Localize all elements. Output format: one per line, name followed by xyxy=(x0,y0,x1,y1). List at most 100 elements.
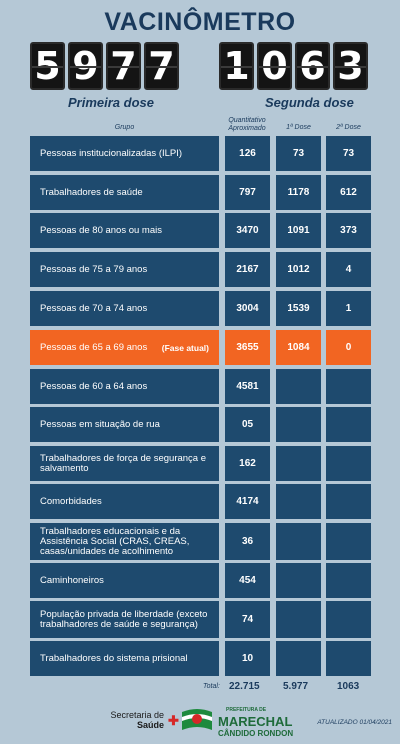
row-dose1: 1012 xyxy=(276,252,321,287)
prefeitura-label: PREFEITURA DE xyxy=(226,707,267,713)
row-quantity: 36 xyxy=(225,523,270,560)
page-title: VACINÔMETRO xyxy=(104,8,296,36)
column-header-qty-line1: Quantitativo xyxy=(228,117,266,124)
row-dose2 xyxy=(326,563,371,598)
row-quantity: 10 xyxy=(225,641,270,676)
row-group-label: Comorbidades xyxy=(30,484,219,519)
updated-date: ATUALIZADO 01/04/2021 xyxy=(317,719,392,726)
table-row: Caminhoneiros 454 xyxy=(30,563,371,598)
health-cross-icon: ✚ xyxy=(168,713,179,728)
row-dose1 xyxy=(276,446,321,481)
row-quantity: 797 xyxy=(225,175,270,210)
secretaria-saude-logo: Secretaria de Saúde xyxy=(108,710,164,730)
row-quantity: 3655 xyxy=(225,330,270,365)
row-quantity: 74 xyxy=(225,601,270,638)
row-quantity: 454 xyxy=(225,563,270,598)
total-dose2: 1063 xyxy=(337,681,360,692)
row-dose2: 4 xyxy=(326,252,371,287)
row-dose1 xyxy=(276,563,321,598)
row-dose2: 612 xyxy=(326,175,371,210)
row-dose2 xyxy=(326,601,371,638)
footer: Secretaria de Saúde ✚ PREFEITURA DE MARE… xyxy=(0,700,400,744)
row-group-label: Pessoas institucionalizadas (ILPI) xyxy=(30,136,219,171)
first-dose-digit: 7 xyxy=(144,42,179,90)
row-group-label: Pessoas de 80 anos ou mais xyxy=(30,213,219,248)
row-dose2 xyxy=(326,484,371,519)
secretaria-label: Secretaria de xyxy=(110,710,164,720)
table-row: Trabalhadores do sistema prisional 10 xyxy=(30,641,371,676)
second-dose-digit: 6 xyxy=(295,42,330,90)
row-dose1: 1084 xyxy=(276,330,321,365)
row-group-label: População privada de liberdade (exceto t… xyxy=(30,601,219,638)
row-dose1 xyxy=(276,641,321,676)
saude-label: Saúde xyxy=(136,720,164,730)
table-row: Pessoas institucionalizadas (ILPI) 126 7… xyxy=(30,136,371,171)
column-header-dose2: 2ª Dose xyxy=(336,124,361,131)
table-row-current-phase: Pessoas de 65 a 69 anos (Fase atual) 365… xyxy=(30,330,371,365)
row-dose1: 73 xyxy=(276,136,321,171)
row-dose1 xyxy=(276,601,321,638)
row-group-cell: Pessoas de 65 a 69 anos (Fase atual) xyxy=(30,330,219,365)
totals-row: Total: 22.715 5.977 1063 xyxy=(30,681,371,695)
row-group-label: Trabalhadores de saúde xyxy=(30,175,219,210)
row-dose2 xyxy=(326,369,371,404)
row-dose2: 0 xyxy=(326,330,371,365)
row-group-label: Pessoas de 70 a 74 anos xyxy=(30,291,219,326)
column-header-qty-line2: Aproximado xyxy=(228,125,266,132)
row-dose2 xyxy=(326,407,371,442)
first-dose-digit: 5 xyxy=(30,42,65,90)
row-dose1 xyxy=(276,407,321,442)
city-name-line1: MARECHAL xyxy=(218,714,293,729)
city-name-line2: CÂNDIDO RONDON xyxy=(218,729,294,738)
row-quantity: 4174 xyxy=(225,484,270,519)
row-group-label: Pessoas em situação de rua xyxy=(30,407,219,442)
totals-label: Total: xyxy=(203,683,220,690)
row-dose2: 1 xyxy=(326,291,371,326)
row-group-label: Pessoas de 75 a 79 anos xyxy=(30,252,219,287)
table-row: Trabalhadores educacionais e da Assistên… xyxy=(30,523,371,560)
column-header-quantitativo: Quantitativo Aproximado xyxy=(222,117,272,133)
first-dose-digit: 9 xyxy=(68,42,103,90)
table-row: Pessoas de 75 a 79 anos 2167 1012 4 xyxy=(30,252,371,287)
row-dose1 xyxy=(276,369,321,404)
table-row: Pessoas em situação de rua 05 xyxy=(30,407,371,442)
row-quantity: 162 xyxy=(225,446,270,481)
row-dose2 xyxy=(326,641,371,676)
second-dose-label: Segunda dose xyxy=(265,95,354,110)
row-dose2 xyxy=(326,523,371,560)
table-row: Pessoas de 60 a 64 anos 4581 xyxy=(30,369,371,404)
row-group-label: Trabalhadores do sistema prisional xyxy=(30,641,219,676)
current-phase-badge: (Fase atual) xyxy=(161,342,209,353)
row-dose1 xyxy=(276,523,321,560)
row-dose1: 1178 xyxy=(276,175,321,210)
column-header-dose1: 1ª Dose xyxy=(286,124,311,131)
table-row: Pessoas de 80 anos ou mais 3470 1091 373 xyxy=(30,213,371,248)
second-dose-digit: 0 xyxy=(257,42,292,90)
table-row: Trabalhadores de saúde 797 1178 612 xyxy=(30,175,371,210)
row-quantity: 3470 xyxy=(225,213,270,248)
first-dose-counter: 5 9 7 7 xyxy=(30,42,179,90)
row-quantity: 3004 xyxy=(225,291,270,326)
row-dose2 xyxy=(326,446,371,481)
city-flag-icon xyxy=(182,709,212,730)
total-dose1: 5.977 xyxy=(283,681,309,692)
table-row: População privada de liberdade (exceto t… xyxy=(30,601,371,638)
first-dose-label: Primeira dose xyxy=(68,95,154,110)
row-dose2: 73 xyxy=(326,136,371,171)
second-dose-digit: 1 xyxy=(219,42,254,90)
row-dose1 xyxy=(276,484,321,519)
row-quantity: 05 xyxy=(225,407,270,442)
table-row: Trabalhadores de força de segurança e sa… xyxy=(30,446,371,481)
row-dose1: 1539 xyxy=(276,291,321,326)
row-group-label: Pessoas de 60 a 64 anos xyxy=(30,369,219,404)
row-group-label: Caminhoneiros xyxy=(30,563,219,598)
first-dose-digit: 7 xyxy=(106,42,141,90)
row-quantity: 126 xyxy=(225,136,270,171)
row-group-label: Pessoas de 65 a 69 anos xyxy=(40,341,148,353)
row-group-label: Trabalhadores educacionais e da Assistên… xyxy=(30,523,219,560)
prefeitura-logo: PREFEITURA DE MARECHAL CÂNDIDO RONDON xyxy=(218,706,293,738)
column-header-grupo: Grupo xyxy=(114,124,135,131)
row-quantity: 4581 xyxy=(225,369,270,404)
row-quantity: 2167 xyxy=(225,252,270,287)
row-dose2: 373 xyxy=(326,213,371,248)
